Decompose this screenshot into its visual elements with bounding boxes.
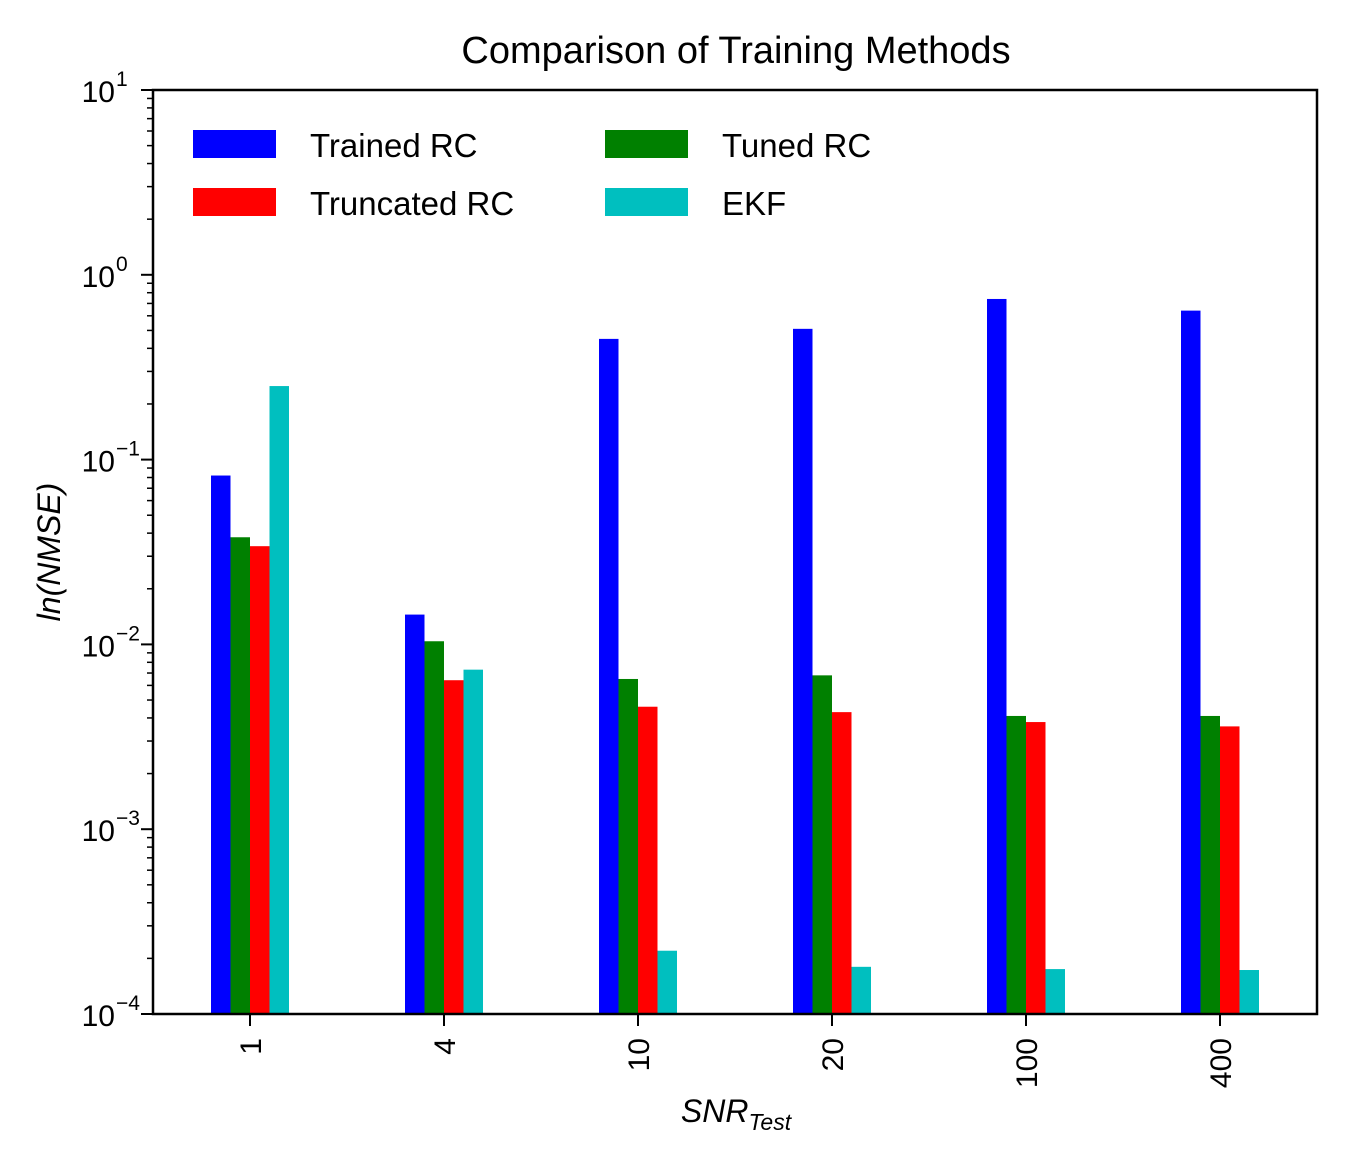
x-tick-label: 1	[235, 1038, 268, 1055]
x-axis-label-subscript: Test	[748, 1109, 792, 1135]
y-tick-label: 10	[82, 1000, 115, 1033]
legend-swatch	[605, 130, 688, 158]
y-tick-label-exponent: −2	[116, 622, 140, 645]
legend-label: Tuned RC	[722, 127, 871, 164]
legend: Trained RC Tuned RC Truncated RC EKF	[193, 127, 871, 222]
y-tick-label-exponent: 0	[116, 253, 128, 276]
y-tick-label-base: 10	[82, 446, 115, 479]
bar	[987, 298, 1007, 1015]
bar	[1239, 970, 1259, 1014]
bar	[599, 338, 619, 1014]
y-tick-label: 10	[82, 446, 115, 479]
bar	[211, 475, 231, 1014]
x-axis: 1 4 10 20 100 400	[235, 1014, 1238, 1088]
bar	[405, 614, 425, 1014]
plot-frame	[151, 88, 1319, 1016]
bar	[1200, 715, 1220, 1014]
chart-title: Comparison of Training Methods	[461, 30, 1010, 72]
y-tick-label-exponent: −4	[116, 992, 140, 1015]
bar	[638, 706, 658, 1014]
bar	[424, 641, 444, 1014]
y-tick-label-base: 10	[82, 630, 115, 663]
bar	[1220, 726, 1240, 1014]
y-tick-label-base: 10	[82, 815, 115, 848]
y-tick-label-base: 10	[82, 76, 115, 109]
x-tick-label: 4	[429, 1038, 462, 1055]
y-axis-label: ln(NMSE)	[31, 483, 67, 622]
y-tick-label-exponent: −3	[116, 807, 140, 830]
legend-label: Trained RC	[310, 127, 478, 164]
bars-group	[211, 298, 1259, 1015]
legend-swatch	[193, 130, 276, 158]
x-tick-label: 20	[817, 1038, 850, 1071]
bar	[269, 386, 289, 1015]
y-tick-label: 10	[82, 261, 115, 294]
x-axis-label: SNRTest	[681, 1093, 793, 1135]
legend-label: EKF	[722, 185, 786, 222]
bar	[230, 537, 250, 1014]
y-tick-label: 10	[82, 76, 115, 109]
x-tick-label: 10	[623, 1038, 656, 1071]
bar	[812, 675, 832, 1014]
y-tick-label-exponent: 1	[116, 68, 128, 91]
bar	[618, 678, 638, 1014]
bar	[832, 712, 852, 1014]
bar	[657, 950, 677, 1014]
bar	[463, 669, 483, 1014]
bar	[1045, 969, 1065, 1014]
y-tick-label: 10	[82, 630, 115, 663]
bar	[1026, 722, 1046, 1014]
legend-swatch	[193, 188, 276, 216]
y-tick-label-base: 10	[82, 1000, 115, 1033]
legend-label: Truncated RC	[310, 185, 514, 222]
bar	[250, 546, 270, 1014]
legend-swatch	[605, 188, 688, 216]
y-tick-label-base: 10	[82, 261, 115, 294]
bar	[851, 966, 871, 1014]
x-axis-label-main: SNR	[681, 1093, 749, 1129]
x-tick-label: 400	[1205, 1038, 1238, 1088]
x-tick-label: 100	[1011, 1038, 1044, 1088]
bar	[1006, 715, 1026, 1014]
bar	[1181, 310, 1201, 1015]
bar	[793, 328, 813, 1014]
bar	[444, 680, 464, 1014]
y-tick-label-exponent: −1	[116, 438, 140, 461]
y-tick-label: 10	[82, 815, 115, 848]
